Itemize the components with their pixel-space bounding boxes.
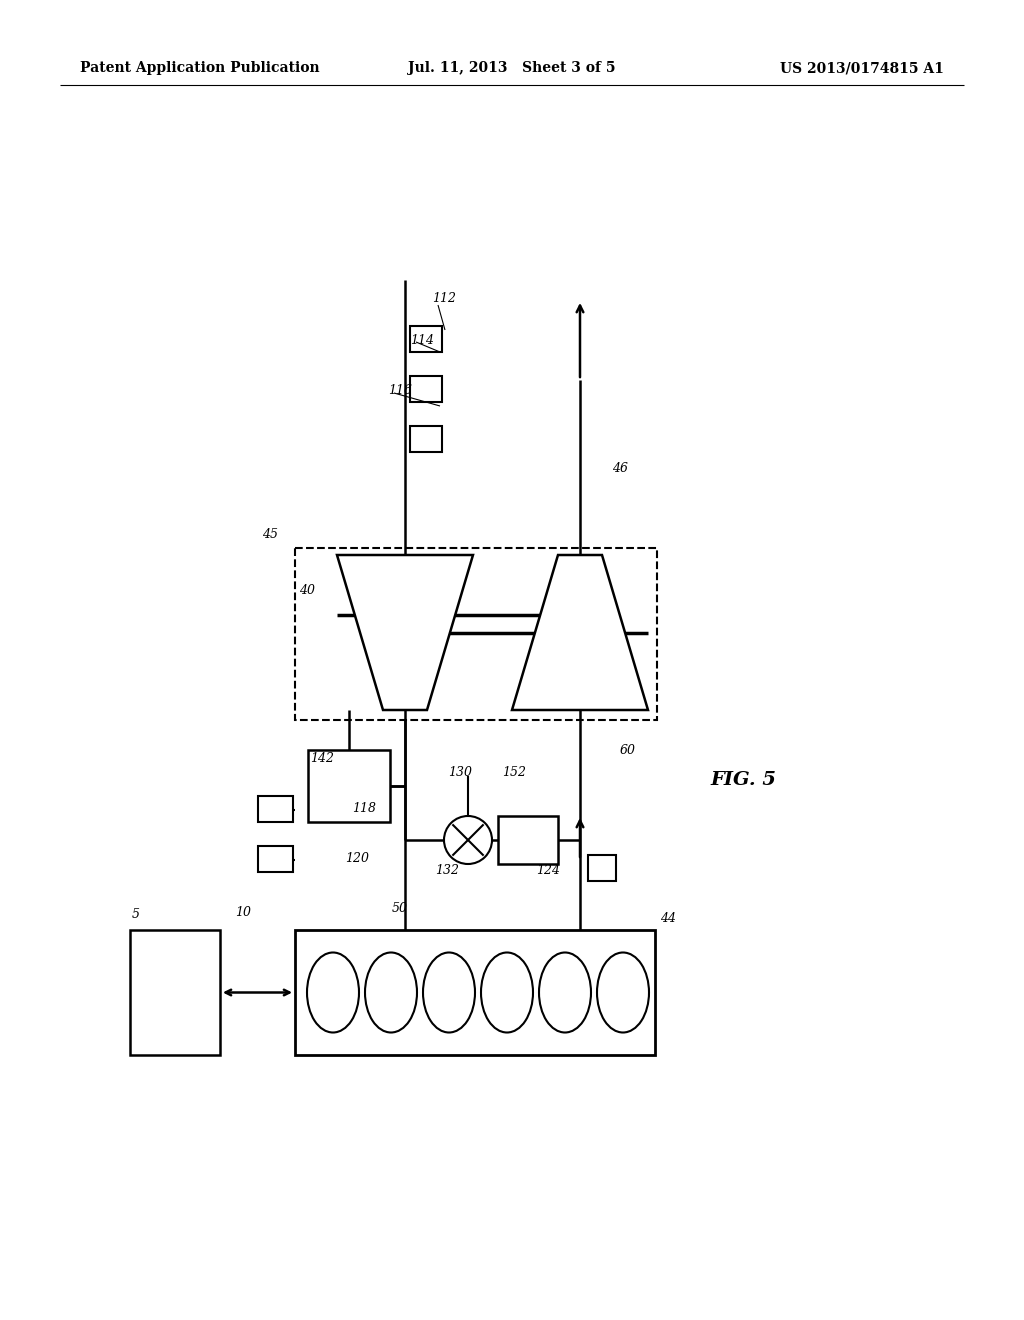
Ellipse shape <box>365 953 417 1032</box>
Text: 46: 46 <box>612 462 628 474</box>
Text: FIG. 5: FIG. 5 <box>710 771 776 789</box>
Ellipse shape <box>539 953 591 1032</box>
Text: 40: 40 <box>299 583 315 597</box>
Text: US 2013/0174815 A1: US 2013/0174815 A1 <box>780 61 944 75</box>
Text: 118: 118 <box>352 801 376 814</box>
Text: 5: 5 <box>132 908 140 921</box>
Bar <box>295 548 657 719</box>
Text: 132: 132 <box>435 863 459 876</box>
Text: 60: 60 <box>620 743 636 756</box>
Bar <box>130 931 220 1055</box>
Text: 45: 45 <box>262 528 278 541</box>
Bar <box>588 855 616 880</box>
Text: 142: 142 <box>310 751 334 764</box>
Ellipse shape <box>481 953 534 1032</box>
Text: Patent Application Publication: Patent Application Publication <box>80 61 319 75</box>
Text: 10: 10 <box>234 906 251 919</box>
Bar <box>410 426 442 451</box>
Bar <box>498 816 558 865</box>
Text: 44: 44 <box>660 912 676 924</box>
Bar <box>295 931 655 1055</box>
Bar <box>258 846 293 873</box>
Polygon shape <box>337 554 473 710</box>
Bar <box>410 376 442 403</box>
Text: 124: 124 <box>536 863 560 876</box>
Text: 152: 152 <box>502 766 526 779</box>
Polygon shape <box>512 554 648 710</box>
Bar <box>258 796 293 822</box>
Bar <box>308 750 390 822</box>
Ellipse shape <box>597 953 649 1032</box>
Text: 120: 120 <box>345 851 369 865</box>
Circle shape <box>444 816 492 865</box>
Text: 130: 130 <box>449 766 472 779</box>
Ellipse shape <box>423 953 475 1032</box>
Ellipse shape <box>307 953 359 1032</box>
Text: 114: 114 <box>410 334 434 346</box>
Text: Jul. 11, 2013   Sheet 3 of 5: Jul. 11, 2013 Sheet 3 of 5 <box>409 61 615 75</box>
Text: 116: 116 <box>388 384 412 396</box>
Bar <box>410 326 442 352</box>
Text: 50: 50 <box>392 902 408 915</box>
Text: 112: 112 <box>432 292 456 305</box>
